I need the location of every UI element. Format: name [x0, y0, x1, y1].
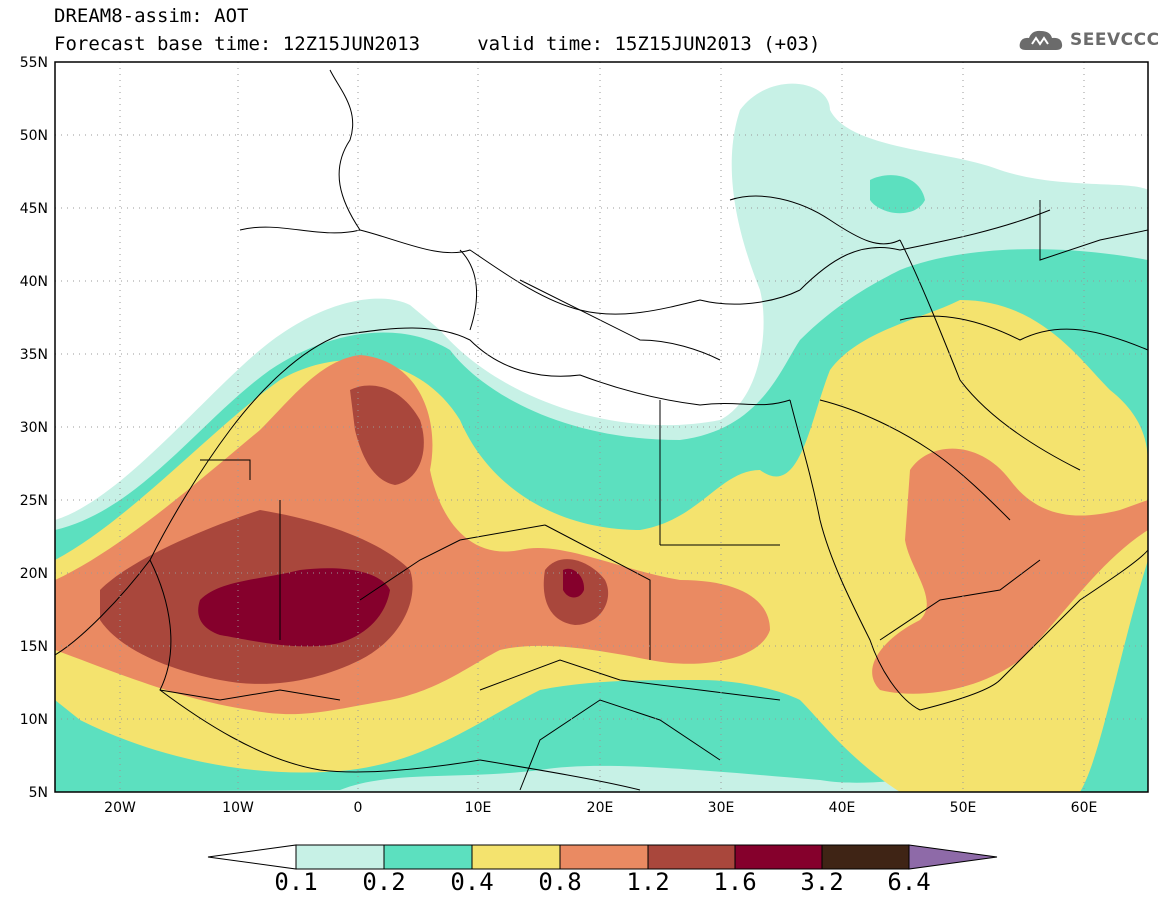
colorbar-label: 6.4: [887, 868, 931, 896]
lat-axis: 55N 50N 45N 40N 35N 30N 25N 20N 15N 10N …: [20, 55, 48, 801]
gridlines: [55, 62, 1148, 792]
aot-field: [55, 83, 1148, 792]
colorbar-swatch: [383, 844, 473, 870]
lon-axis: 20W 10W 0 10E 20E 30E 40E 50E 60E: [104, 800, 1097, 816]
aot-contour-0.2-north: [870, 175, 925, 214]
colorbar-label: 0.1: [274, 868, 318, 896]
cloud-icon: [1019, 30, 1063, 50]
colorbar-swatch: [647, 844, 736, 870]
colorbar-label: 3.2: [800, 868, 844, 896]
aot-contour-1.2-north: [350, 385, 424, 485]
plot-frame: [54, 61, 1149, 793]
lon-label: 0: [354, 800, 363, 816]
lat-label: 30N: [20, 420, 48, 436]
coastlines: [55, 69, 1148, 791]
colorbar-low-arrow: [207, 844, 297, 870]
aot-contour-0.8-arabia: [872, 448, 1148, 694]
aot-contour-1.6: [198, 568, 390, 647]
seevccc-logo: SEEVCCC: [1018, 26, 1159, 56]
lon-label: 40E: [829, 800, 856, 816]
colorbar-swatch: [295, 844, 385, 870]
lon-label: 10E: [465, 800, 492, 816]
lat-label: 55N: [20, 55, 48, 71]
colorbar-label: 0.2: [362, 868, 406, 896]
lon-label: 50E: [950, 800, 977, 816]
lat-label: 35N: [20, 347, 48, 363]
colorbar: [207, 844, 998, 870]
lat-label: 5N: [29, 785, 48, 801]
lat-label: 40N: [20, 274, 48, 290]
map-subtitle: Forecast base time: 12Z15JUN2013 valid t…: [54, 33, 821, 55]
colorbar-swatch: [471, 844, 561, 870]
lon-label: 20E: [587, 800, 614, 816]
colorbar-label: 1.2: [626, 868, 670, 896]
lon-label: 10W: [222, 800, 254, 816]
logo-label: SEEVCCC: [1070, 30, 1160, 50]
colorbar-label: 0.4: [450, 868, 494, 896]
lon-label: 60E: [1071, 800, 1098, 816]
colorbar-label: 1.6: [713, 868, 757, 896]
lon-label: 30E: [708, 800, 735, 816]
lat-label: 45N: [20, 201, 48, 217]
lat-label: 50N: [20, 128, 48, 144]
colorbar-high-arrow: [908, 844, 998, 870]
colorbar-label: 0.8: [538, 868, 582, 896]
aot-contour-1.6-chad: [563, 568, 585, 598]
lat-label: 25N: [20, 493, 48, 509]
colorbar-swatch: [734, 844, 823, 870]
map-title: DREAM8-assim: AOT: [54, 5, 249, 27]
lat-label: 10N: [20, 712, 48, 728]
lat-label: 15N: [20, 639, 48, 655]
colorbar-swatch: [821, 844, 910, 870]
lat-label: 20N: [20, 566, 48, 582]
colorbar-swatch: [559, 844, 649, 870]
lon-label: 20W: [104, 800, 136, 816]
